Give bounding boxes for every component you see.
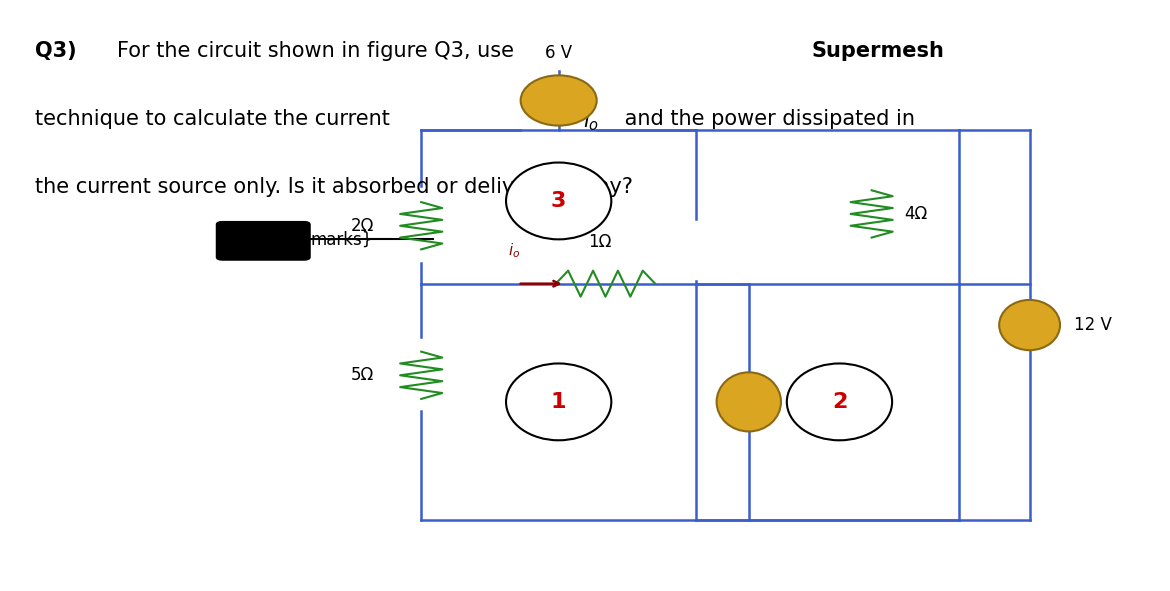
Text: 1Ω: 1Ω: [589, 233, 611, 251]
Text: 6 V: 6 V: [545, 44, 572, 62]
Text: −: −: [565, 85, 580, 102]
Text: +: +: [1018, 309, 1030, 323]
Text: and the power dissipated in: and the power dissipated in: [618, 109, 915, 129]
Ellipse shape: [786, 363, 892, 440]
Text: the current source only. Is it absorbed or delivered? why?: the current source only. Is it absorbed …: [35, 177, 633, 197]
Text: Supermesh: Supermesh: [812, 41, 945, 61]
Text: $i_o$: $i_o$: [508, 241, 521, 260]
Text: 2: 2: [832, 392, 847, 412]
Text: technique to calculate the current: technique to calculate the current: [35, 109, 397, 129]
Text: 12 V: 12 V: [1074, 316, 1111, 334]
Ellipse shape: [505, 363, 611, 440]
Text: 4Ω: 4Ω: [904, 205, 928, 223]
Text: marks}: marks}: [310, 230, 372, 248]
Ellipse shape: [505, 163, 611, 239]
Text: 2Ω: 2Ω: [351, 217, 374, 235]
Text: 3 A: 3 A: [793, 393, 820, 411]
Ellipse shape: [521, 76, 597, 126]
Text: 5Ω: 5Ω: [351, 366, 374, 384]
Text: 1: 1: [551, 392, 566, 412]
Text: Q3): Q3): [35, 41, 77, 61]
Text: +: +: [543, 86, 556, 101]
Text: 3: 3: [551, 191, 566, 211]
FancyBboxPatch shape: [216, 222, 310, 260]
Text: −: −: [1017, 325, 1031, 343]
Text: For the circuit shown in figure Q3, use: For the circuit shown in figure Q3, use: [117, 41, 521, 61]
Ellipse shape: [999, 300, 1060, 350]
Text: $\it{i}_{o}$: $\it{i}_{o}$: [583, 109, 599, 133]
Ellipse shape: [716, 372, 782, 431]
